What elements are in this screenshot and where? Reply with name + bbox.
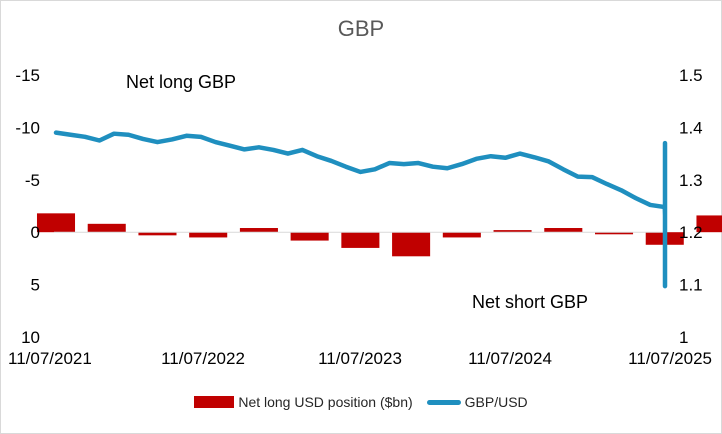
right-axis-tick-label: 1.2 [679,223,703,242]
bar [138,232,177,236]
legend-item-bars: Net long USD position ($bn) [194,394,413,410]
right-axis-tick-label: 1.5 [679,66,703,85]
bar [392,232,431,257]
left-axis-tick-label: -5 [25,171,40,190]
bar [87,223,126,233]
bar [36,213,76,233]
right-axis-tick-label: 1 [679,328,688,347]
left-axis: -15 -10 -5 0 5 10 [15,66,40,347]
legend-line-swatch [426,399,461,405]
bar [595,232,634,235]
bar [493,230,532,233]
left-axis-tick-label: 5 [31,276,40,295]
left-axis-tick-label: 10 [21,328,40,347]
legend-line-label: GBP/USD [464,394,528,410]
bar [239,228,278,233]
x-axis-tick-label: 11/07/2021 [8,349,92,368]
left-axis-tick-label: -10 [15,118,40,137]
x-axis-tick-label: 11/07/2025 [628,349,712,368]
annotation-net-long: Net long GBP [126,72,237,92]
gbpusd-line [53,130,668,289]
legend-bar-swatch [194,396,235,408]
bar [544,228,583,233]
right-axis-tick-label: 1.3 [679,171,703,190]
legend-item-line: GBP/USD [426,394,528,410]
x-axis-tick-label: 11/07/2023 [318,349,402,368]
right-axis-tick-label: 1.1 [679,276,703,295]
bar [442,232,481,238]
legend-bar-label: Net long USD position ($bn) [238,394,413,410]
bar-series [36,213,722,257]
bar [341,232,380,248]
legend: Net long USD position ($bn) GBP/USD [0,394,722,410]
x-axis-tick-label: 11/07/2024 [468,349,552,368]
bar [696,215,722,233]
bar [290,232,329,241]
left-axis-tick-label: 0 [31,223,40,242]
right-axis: 1.5 1.4 1.3 1.2 1.1 1 [679,66,703,347]
right-axis-tick-label: 1.4 [679,118,703,137]
line-series [53,130,668,289]
left-axis-tick-label: -15 [15,66,40,85]
bar [189,232,228,238]
x-axis: 11/07/2021 11/07/2022 11/07/2023 11/07/2024… [8,349,712,368]
chart-title: GBP [337,16,385,41]
annotation-net-short: Net short GBP [472,292,589,312]
x-axis-tick-label: 11/07/2022 [161,349,245,368]
